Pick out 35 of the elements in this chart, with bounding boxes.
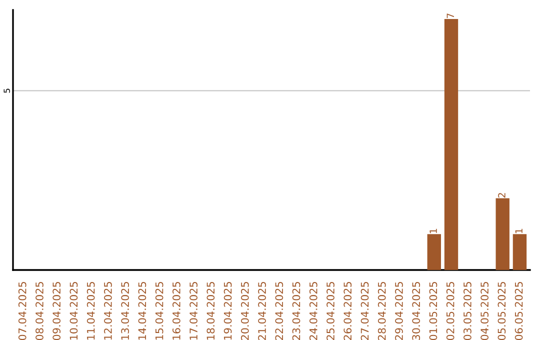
x-tick-label: 18.04.2025 bbox=[206, 282, 215, 340]
x-tick-label: 09.04.2025 bbox=[52, 282, 61, 340]
data-label: 1 bbox=[430, 228, 437, 234]
x-tick-label: 01.05.2025 bbox=[429, 282, 438, 340]
x-tick-label: 16.04.2025 bbox=[172, 282, 180, 340]
x-tick-label: 14.04.2025 bbox=[138, 282, 146, 340]
y-tick-label: 5 bbox=[4, 88, 10, 93]
x-tick-label: 21.04.2025 bbox=[258, 282, 266, 340]
x-tick-label: 08.04.2025 bbox=[36, 282, 44, 340]
x-tick-label: 22.04.2025 bbox=[275, 282, 284, 340]
x-tick-label: 28.04.2025 bbox=[378, 282, 386, 340]
x-tick-label: 23.04.2025 bbox=[292, 282, 300, 340]
x-tick-label: 27.04.2025 bbox=[360, 282, 369, 340]
x-tick-label: 11.04.2025 bbox=[86, 282, 95, 340]
x-tick-label: 15.04.2025 bbox=[155, 282, 164, 340]
x-tick-label: 12.04.2025 bbox=[104, 282, 112, 340]
x-tick-label: 05.05.2025 bbox=[498, 282, 506, 340]
x-tick-label: 04.05.2025 bbox=[480, 282, 489, 340]
x-tick-label: 26.04.2025 bbox=[344, 282, 352, 340]
x-tick-label: 20.04.2025 bbox=[240, 282, 249, 340]
data-label: 1 bbox=[515, 228, 522, 234]
x-tick-label: 30.04.2025 bbox=[412, 282, 420, 340]
x-tick-label: 06.05.2025 bbox=[514, 282, 523, 340]
x-tick-label: 13.04.2025 bbox=[121, 282, 130, 340]
x-tick-label: 03.05.2025 bbox=[464, 282, 472, 340]
x-tick-label: 17.04.2025 bbox=[190, 282, 198, 340]
x-tick-label: 07.04.2025 bbox=[18, 282, 26, 340]
data-label: 2 bbox=[498, 193, 506, 198]
x-tick-label: 10.04.2025 bbox=[70, 282, 78, 340]
x-tick-label: 19.04.2025 bbox=[224, 282, 232, 340]
x-tick-label: 29.04.2025 bbox=[395, 282, 403, 340]
data-label: 7 bbox=[446, 14, 454, 18]
x-tick-label: 24.04.2025 bbox=[309, 282, 318, 340]
x-tick-label: 25.04.2025 bbox=[326, 282, 334, 340]
x-tick-label: 02.05.2025 bbox=[446, 282, 454, 340]
